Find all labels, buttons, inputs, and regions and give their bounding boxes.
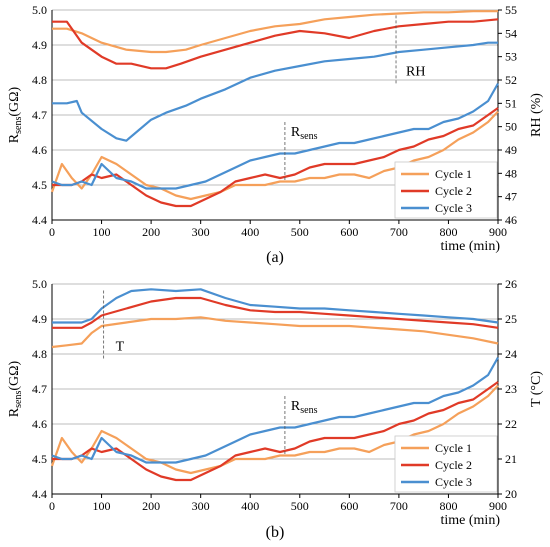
y-axis-label-sub: sens — [13, 391, 24, 408]
y-tick-label: 4.5 — [32, 452, 47, 466]
x-tick-label: 200 — [142, 225, 160, 239]
y2-tick-label: 24 — [505, 347, 517, 361]
y2-tick-label: 49 — [505, 143, 517, 157]
t-line-cycle-2 — [52, 296, 499, 329]
x-tick-label: 700 — [390, 499, 408, 513]
y-tick-label: 4.4 — [32, 487, 47, 501]
y-tick-label: 4.8 — [32, 347, 47, 361]
x-tick-label: 200 — [142, 499, 160, 513]
rh-line-cycle-1 — [52, 10, 498, 54]
x-tick-label: 0 — [49, 225, 55, 239]
legend-entry: Cycle 2 — [435, 458, 472, 472]
x-tick-label: 0 — [49, 499, 55, 513]
y2-axis-label: T (°C) — [529, 371, 544, 407]
t-line-cycle-3 — [52, 288, 499, 324]
chart-panel-1: 4.4 4.5 4.6 4.7 4.8 4.9 5.0 46 47 48 49 50 51 52 53 54 5… — [7, 3, 544, 266]
rh-line-cycle-3 — [52, 41, 498, 142]
rsens-line-cycle-1 — [50, 110, 499, 201]
x-tick-label: 700 — [390, 225, 408, 239]
rsens-annotation-sub: sens — [300, 131, 317, 142]
env-annotation: T — [116, 340, 125, 355]
rsens-annotation-sub: sens — [300, 405, 317, 416]
x-tick-label: 100 — [93, 225, 111, 239]
x-tick-label: 800 — [439, 225, 457, 239]
y-tick-label: 4.9 — [32, 312, 47, 326]
y-tick-label: 4.5 — [32, 178, 47, 192]
x-tick-label: 300 — [192, 499, 210, 513]
legend-entry: Cycle 2 — [435, 184, 472, 198]
y2-tick-label: 52 — [505, 73, 517, 87]
y-tick-label: 4.7 — [32, 382, 47, 396]
legend-entry: Cycle 1 — [435, 441, 472, 455]
x-tick-label: 900 — [489, 225, 507, 239]
legend-entry: Cycle 3 — [435, 475, 472, 489]
rsens-line-cycle-2 — [52, 381, 499, 482]
y2-tick-label: 47 — [505, 190, 517, 204]
x-tick-label: 400 — [241, 225, 259, 239]
y-axis-label-sub: sens — [13, 117, 24, 134]
y2-tick-label: 48 — [505, 166, 517, 180]
rsens-line-cycle-3 — [51, 82, 499, 190]
rsens-line-cycle-2 — [52, 107, 499, 208]
x-tick-label: 600 — [340, 499, 358, 513]
rh-line-cycle-2 — [52, 18, 499, 70]
x-tick-label: 800 — [439, 499, 457, 513]
y-tick-label: 4.8 — [32, 73, 47, 87]
rsens-annotation: Rsens — [291, 399, 318, 416]
y-tick-label: 4.6 — [32, 143, 47, 157]
y-tick-label: 4.9 — [32, 38, 47, 52]
y-axis-label: Rsens(GΩ) — [7, 86, 24, 143]
y-tick-label: 5.0 — [32, 3, 47, 17]
y-axis-label: Rsens(GΩ) — [7, 360, 24, 417]
y-tick-label: 5.0 — [32, 277, 47, 291]
rsens-line-cycle-1 — [50, 384, 499, 475]
rsens-annotation: Rsens — [291, 125, 318, 142]
x-tick-label: 300 — [192, 225, 210, 239]
y-tick-label: 4.6 — [32, 417, 47, 431]
x-tick-label: 400 — [241, 499, 259, 513]
rsens-annotation-main: R — [291, 125, 301, 140]
y-tick-label: 4.7 — [32, 108, 47, 122]
y2-tick-label: 55 — [505, 3, 517, 17]
y-axis-label-main: R — [7, 133, 22, 143]
legend-entry: Cycle 3 — [435, 201, 472, 215]
y2-tick-label: 54 — [505, 26, 517, 40]
x-tick-label: 500 — [291, 225, 309, 239]
y2-tick-label: 26 — [505, 277, 517, 291]
y2-tick-label: 50 — [505, 120, 517, 134]
x-tick-label: 900 — [489, 499, 507, 513]
x-axis-label: time (min) — [441, 513, 501, 528]
y-axis-label-main: R — [7, 407, 22, 417]
env-annotation: RH — [406, 64, 425, 79]
rsens-line-cycle-3 — [51, 356, 499, 464]
panel-label: (a) — [266, 249, 284, 266]
y2-tick-label: 25 — [505, 312, 517, 326]
legend-entry: Cycle 1 — [435, 167, 472, 181]
y2-tick-label: 22 — [505, 417, 517, 431]
y2-axis-label: RH (%) — [529, 93, 544, 137]
x-tick-label: 500 — [291, 499, 309, 513]
y-tick-label: 4.4 — [32, 213, 47, 227]
y-axis-label-unit: (GΩ) — [7, 86, 22, 116]
y2-tick-label: 23 — [505, 382, 517, 396]
x-tick-label: 600 — [340, 225, 358, 239]
y2-tick-label: 53 — [505, 50, 517, 64]
x-tick-label: 100 — [93, 499, 111, 513]
y2-tick-label: 46 — [505, 213, 517, 227]
rsens-annotation-main: R — [291, 399, 301, 414]
y2-tick-label: 20 — [505, 487, 517, 501]
y2-tick-label: 51 — [505, 96, 517, 110]
x-axis-label: time (min) — [441, 239, 501, 254]
t-line-cycle-1 — [51, 316, 499, 349]
panel-label: (b) — [266, 524, 285, 541]
chart-panel-2: 4.4 4.5 4.6 4.7 4.8 4.9 5.0 20 21 22 23 24 25 26 0 100 2… — [7, 277, 544, 541]
y2-tick-label: 21 — [505, 452, 517, 466]
y-axis-label-unit: (GΩ) — [7, 360, 22, 390]
